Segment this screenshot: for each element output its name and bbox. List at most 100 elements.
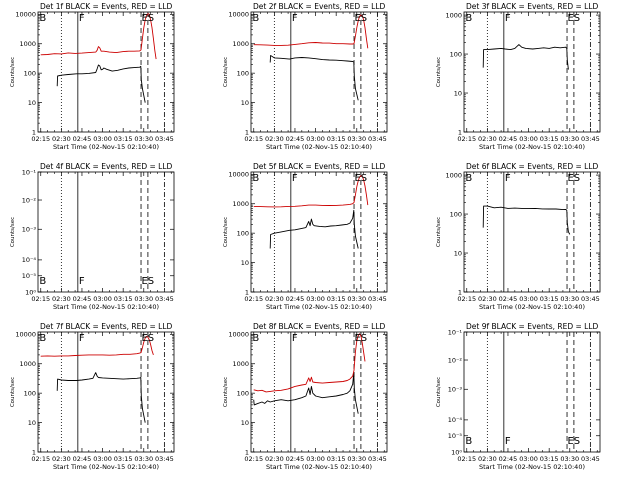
phase-marker-f: F [505, 13, 511, 24]
x-tick-label: 03:45 [155, 135, 174, 143]
x-tick-label: 03:30 [560, 295, 579, 303]
x-tick-label: 03:30 [560, 135, 579, 143]
y-axis-label: Counts/sec [223, 217, 229, 247]
series-group [482, 205, 571, 235]
x-tick-label: 02:45 [499, 455, 518, 463]
y-tick-label: 10 [241, 99, 249, 107]
x-tick-label: 02:15 [457, 455, 476, 463]
phase-marker-b: B [252, 333, 259, 344]
y-axis-label: Counts/sec [223, 377, 229, 407]
series-events [56, 64, 146, 103]
phase-marker-b: B [39, 13, 46, 24]
panel-det-1: Det 1f BLACK = Events, RED = LLD 1 10 100 10… [10, 2, 175, 151]
panel-det-7: Det 7f BLACK = Events, RED = LLD 1 10 100 10… [10, 322, 175, 471]
panel-det-4: Det 4f BLACK = Events, RED = LLD 10⁰ 10⁻⁵ 1… [10, 162, 175, 311]
series-lld [253, 14, 369, 49]
x-tick-label: 03:45 [368, 295, 387, 303]
phase-marker-b: B [252, 173, 259, 184]
series-events [482, 44, 569, 70]
x-tick-label: 03:00 [93, 455, 112, 463]
y-tick-label: 10⁻⁴ [22, 256, 37, 264]
y-tick-label: 1000 [232, 40, 249, 48]
y-tick-label: 10 [28, 99, 36, 107]
y-tick-label: 100 [237, 229, 249, 237]
x-tick-label: 03:45 [581, 295, 600, 303]
plot-frame [37, 331, 175, 453]
x-tick-label: 02:45 [286, 135, 305, 143]
phase-marker-b: B [465, 173, 472, 184]
x-axis-label: Start Time (02-Nov-15 02:10:40) [53, 143, 159, 151]
panel-title: Det 8f BLACK = Events, RED = LLD [253, 322, 386, 331]
y-tick-label: 10000 [228, 171, 249, 179]
x-tick-label: 03:30 [134, 135, 153, 143]
phase-marker-es: ES [567, 173, 580, 184]
x-tick-label: 02:15 [244, 455, 263, 463]
x-tick-label: 03:30 [560, 455, 579, 463]
phase-marker-b: B [465, 13, 472, 24]
y-tick-label: 100 [450, 50, 462, 58]
x-tick-label: 03:00 [306, 135, 325, 143]
phase-marker-f: F [505, 436, 511, 447]
panel-det-3: Det 3f BLACK = Events, RED = LLD 1 10 100 10… [436, 2, 601, 151]
panel-det-6: Det 6f BLACK = Events, RED = LLD 1 10 100 10… [436, 162, 601, 311]
y-axis-label: Counts/sec [10, 57, 16, 87]
y-axis-label: Counts/sec [436, 217, 442, 247]
series-events [253, 372, 359, 414]
x-tick-label: 02:30 [478, 135, 497, 143]
panel-det-5: Det 5f BLACK = Events, RED = LLD 1 10 100 10… [223, 162, 388, 311]
phase-marker-b: B [39, 276, 46, 287]
plot-frame [250, 171, 388, 293]
x-tick-label: 03:15 [114, 295, 133, 303]
panel-title: Det 4f BLACK = Events, RED = LLD [40, 162, 173, 171]
series-lld [253, 333, 366, 393]
phase-marker-f: F [292, 13, 298, 24]
x-tick-label: 02:45 [499, 135, 518, 143]
x-tick-label: 02:15 [457, 135, 476, 143]
y-tick-label: 10⁻² [448, 356, 463, 364]
plot-frame [463, 171, 601, 293]
series-group [253, 333, 366, 414]
x-axis-label: Start Time (02-Nov-15 02:10:40) [479, 303, 585, 311]
x-axis-label: Start Time (02-Nov-15 02:10:40) [479, 463, 585, 471]
x-tick-label: 03:45 [155, 455, 174, 463]
y-tick-label: 1000 [19, 360, 36, 368]
y-axis-label: Counts/sec [436, 377, 442, 407]
x-tick-label: 03:00 [93, 295, 112, 303]
x-tick-label: 02:30 [265, 295, 284, 303]
x-tick-label: 03:30 [134, 295, 153, 303]
series-events [269, 55, 359, 101]
x-tick-label: 02:45 [73, 295, 92, 303]
x-tick-label: 03:00 [519, 135, 538, 143]
panel-det-9: Det 9f BLACK = Events, RED = LLD 10⁰ 10⁻⁵ 1… [436, 322, 601, 471]
y-tick-label: 1000 [232, 360, 249, 368]
plot-frame [463, 11, 601, 133]
x-tick-label: 03:00 [519, 295, 538, 303]
y-tick-label: 1000 [445, 11, 462, 19]
x-tick-label: 03:45 [368, 455, 387, 463]
y-axis-label: Counts/sec [10, 377, 16, 407]
y-tick-label: 10⁻³ [22, 226, 37, 234]
x-tick-label: 02:30 [265, 455, 284, 463]
series-lld [40, 13, 157, 60]
y-tick-label: 10 [454, 89, 462, 97]
x-axis-label: Start Time (02-Nov-15 02:10:40) [479, 143, 585, 151]
phase-marker-f: F [292, 333, 298, 344]
plot-frame [250, 331, 388, 453]
panel-title: Det 6f BLACK = Events, RED = LLD [466, 162, 599, 171]
x-tick-label: 03:00 [306, 295, 325, 303]
series-events [482, 205, 571, 235]
x-tick-label: 03:15 [327, 135, 346, 143]
x-tick-label: 03:45 [368, 135, 387, 143]
y-tick-label: 10⁰ [451, 448, 462, 456]
y-tick-label: 10000 [228, 331, 249, 339]
x-tick-label: 02:30 [478, 455, 497, 463]
x-axis-label: Start Time (02-Nov-15 02:10:40) [53, 303, 159, 311]
y-tick-label: 1000 [232, 200, 249, 208]
y-tick-label: 10⁻¹ [448, 328, 463, 336]
phase-marker-b: B [465, 436, 472, 447]
x-tick-label: 02:45 [73, 135, 92, 143]
x-tick-label: 02:15 [31, 135, 50, 143]
phase-marker-es: ES [141, 276, 154, 287]
y-axis-label: Counts/sec [10, 217, 16, 247]
y-axis-label: Counts/sec [223, 57, 229, 87]
